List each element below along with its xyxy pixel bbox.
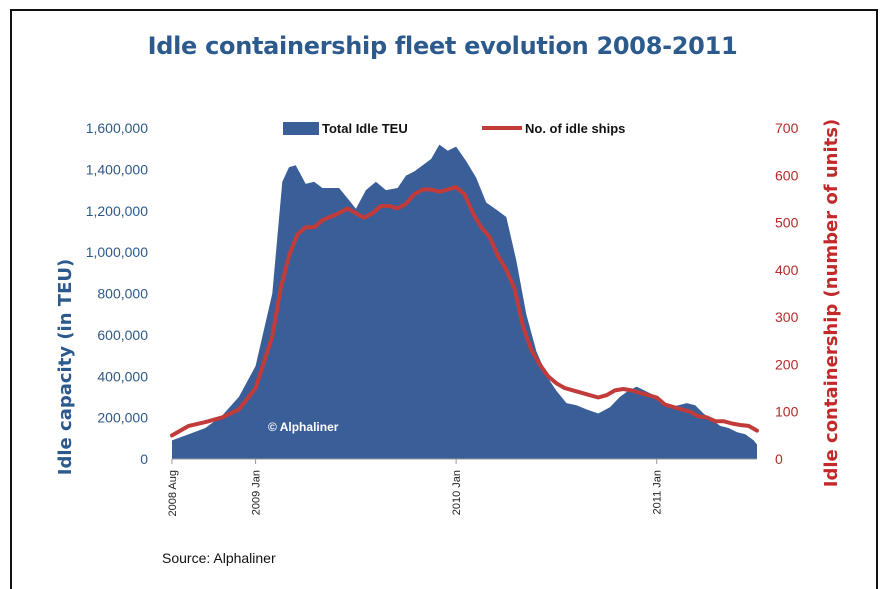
y-tick-left: 200,000 [97, 410, 148, 426]
watermark: © Alphaliner [268, 420, 339, 434]
y-tick-left: 600,000 [97, 327, 148, 343]
y-tick-left: 1,200,000 [86, 203, 148, 219]
source-note: Source: Alphaliner [162, 550, 276, 566]
y-tick-left: 400,000 [97, 368, 148, 384]
y-tick-left: 800,000 [97, 286, 148, 302]
y-tick-right: 300 [775, 309, 799, 325]
y-tick-left: 1,000,000 [86, 244, 148, 260]
y-axis-left-label: Idle capacity (in TEU) [55, 259, 76, 475]
y-tick-left: 1,400,000 [86, 161, 148, 177]
x-tick-label: 2008 Aug [167, 470, 179, 517]
legend-swatch-teu [283, 122, 319, 135]
series-line-idle-ships [170, 185, 759, 438]
y-tick-right: 500 [775, 215, 799, 231]
legend-label-ships: No. of idle ships [525, 121, 625, 136]
y-tick-right: 0 [775, 451, 783, 467]
y-tick-right: 100 [775, 404, 799, 420]
y-tick-left: 0 [140, 451, 148, 467]
x-tick-label: 2011 Jan [652, 470, 664, 514]
y-tick-right: 200 [775, 356, 799, 372]
chart-title: Idle containership fleet evolution 2008-… [147, 32, 738, 60]
y-tick-right: 700 [775, 120, 799, 136]
y-tick-right: 400 [775, 262, 799, 278]
y-axis-right-label: Idle containership (number of units) [821, 119, 842, 487]
x-tick-label: 2009 Jan [251, 470, 263, 515]
chart-frame [10, 9, 878, 589]
y-tick-right: 600 [775, 167, 799, 183]
y-tick-left: 1,600,000 [86, 120, 148, 136]
legend-label-teu: Total Idle TEU [322, 121, 408, 136]
x-tick-label: 2010 Jan [451, 470, 463, 515]
